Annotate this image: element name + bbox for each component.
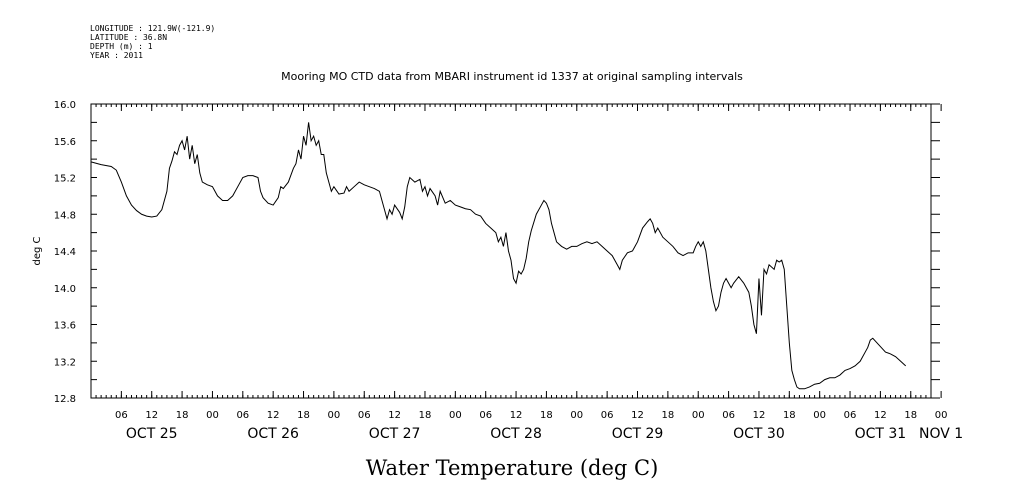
x-tick-label: 12 [267,410,280,421]
x-day-label: OCT 30 [733,426,785,442]
x-tick-label: 00 [692,410,705,421]
x-tick-label: 18 [419,410,432,421]
x-tick-label: 12 [753,410,766,421]
x-day-label: OCT 31 [855,426,907,442]
y-tick-label: 13.2 [54,357,76,368]
x-tick-label: 06 [115,410,128,421]
x-tick-label: 12 [631,410,644,421]
x-axis-label: Water Temperature (deg C) [366,456,659,480]
y-tick-label: 14.0 [54,284,76,295]
x-tick-label: 18 [540,410,553,421]
x-tick-label: 18 [176,410,189,421]
x-tick-label: 18 [783,410,796,421]
y-tick-label: 15.6 [54,137,76,148]
x-tick-label: 18 [662,410,675,421]
header-year: YEAR : 2011 [90,51,143,60]
x-tick-label: 00 [328,410,341,421]
water-temperature-line [90,122,907,390]
x-tick-label: 18 [904,410,917,421]
tick-label-layer: 06 12 18 00 06 12 18 00 06 12 18 00 06 12 18 00 06 12 18 00… [54,100,963,442]
x-day-label: OCT 26 [247,426,299,442]
x-tick-label: 00 [449,410,462,421]
header-latitude: LATITUDE : 36.8N [90,33,167,42]
x-tick-label: 12 [145,410,158,421]
x-tick-label: 12 [510,410,523,421]
chart-title: Mooring MO CTD data from MBARI instrumen… [281,70,743,83]
y-axis-label: deg C [32,236,43,265]
x-day-label: OCT 29 [612,426,664,442]
x-day-label: OCT 27 [369,426,421,442]
y-tick-label: 16.0 [54,100,76,111]
x-tick-label: 06 [236,410,249,421]
x-tick-label: 06 [479,410,492,421]
tick-layer [90,103,942,399]
header-longitude: LONGITUDE : 121.9W(-121.9) [90,24,215,33]
y-tick-label: 14.8 [54,210,76,221]
x-tick-label: 12 [388,410,401,421]
y-tick-label: 15.2 [54,174,76,185]
x-tick-label: 12 [874,410,887,421]
y-tick-label: 14.4 [54,247,76,258]
header-depth: DEPTH (m) : 1 [90,42,153,51]
x-tick-label: 06 [844,410,857,421]
x-tick-label: 06 [722,410,735,421]
y-tick-label: 12.8 [54,394,76,405]
x-day-label: NOV 1 [919,426,963,442]
plot-frame [90,103,932,399]
x-tick-label: 06 [358,410,371,421]
x-tick-label: 00 [813,410,826,421]
x-tick-label: 06 [601,410,614,421]
y-tick-label: 13.6 [54,321,76,332]
x-tick-label: 00 [570,410,583,421]
x-tick-label: 00 [206,410,219,421]
x-tick-label: 18 [297,410,310,421]
x-day-label: OCT 28 [490,426,542,442]
x-day-label: OCT 25 [126,426,178,442]
x-tick-label: 00 [935,410,948,421]
